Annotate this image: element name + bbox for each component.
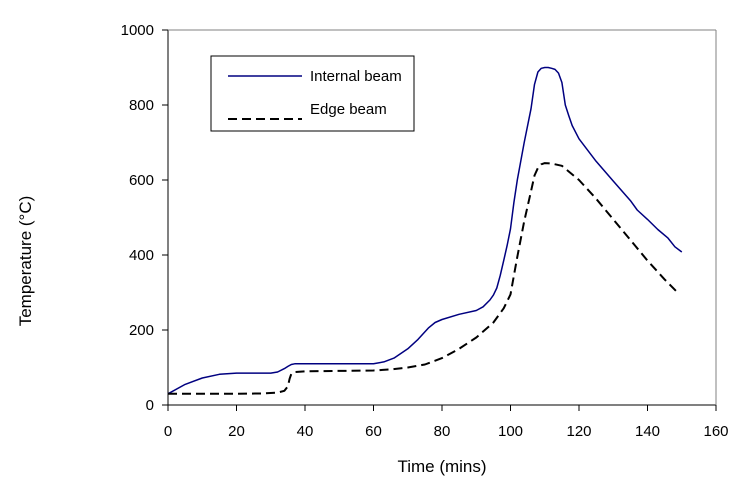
y-tick-label: 0 <box>146 397 154 414</box>
series-line-edge-beam <box>168 162 680 395</box>
y-axis-label: Temperature (°C) <box>16 196 35 327</box>
series-group <box>167 66 683 395</box>
legend-label-edge-beam: Edge beam <box>310 101 387 118</box>
x-tick-label: 100 <box>498 423 523 440</box>
x-tick-label: 60 <box>365 423 382 440</box>
y-tick-label: 800 <box>129 97 154 114</box>
x-tick-label: 20 <box>228 423 245 440</box>
x-tick-label: 120 <box>566 423 591 440</box>
x-tick-label: 80 <box>434 423 451 440</box>
legend: Internal beam Edge beam <box>210 55 415 132</box>
y-axis-ticks: 0 200 400 600 800 1000 <box>121 22 168 414</box>
x-axis-label: Time (mins) <box>397 457 486 476</box>
y-tick-label: 400 <box>129 247 154 264</box>
x-tick-label: 140 <box>635 423 660 440</box>
x-axis-ticks: 0 20 40 60 80 100 120 140 160 <box>164 405 729 440</box>
y-tick-label: 1000 <box>121 22 154 39</box>
y-tick-label: 600 <box>129 172 154 189</box>
x-tick-label: 160 <box>703 423 728 440</box>
legend-label-internal-beam: Internal beam <box>310 68 402 85</box>
x-tick-label: 40 <box>297 423 314 440</box>
y-tick-label: 200 <box>129 322 154 339</box>
x-tick-label: 0 <box>164 423 172 440</box>
series-line-internal-beam <box>167 66 683 395</box>
